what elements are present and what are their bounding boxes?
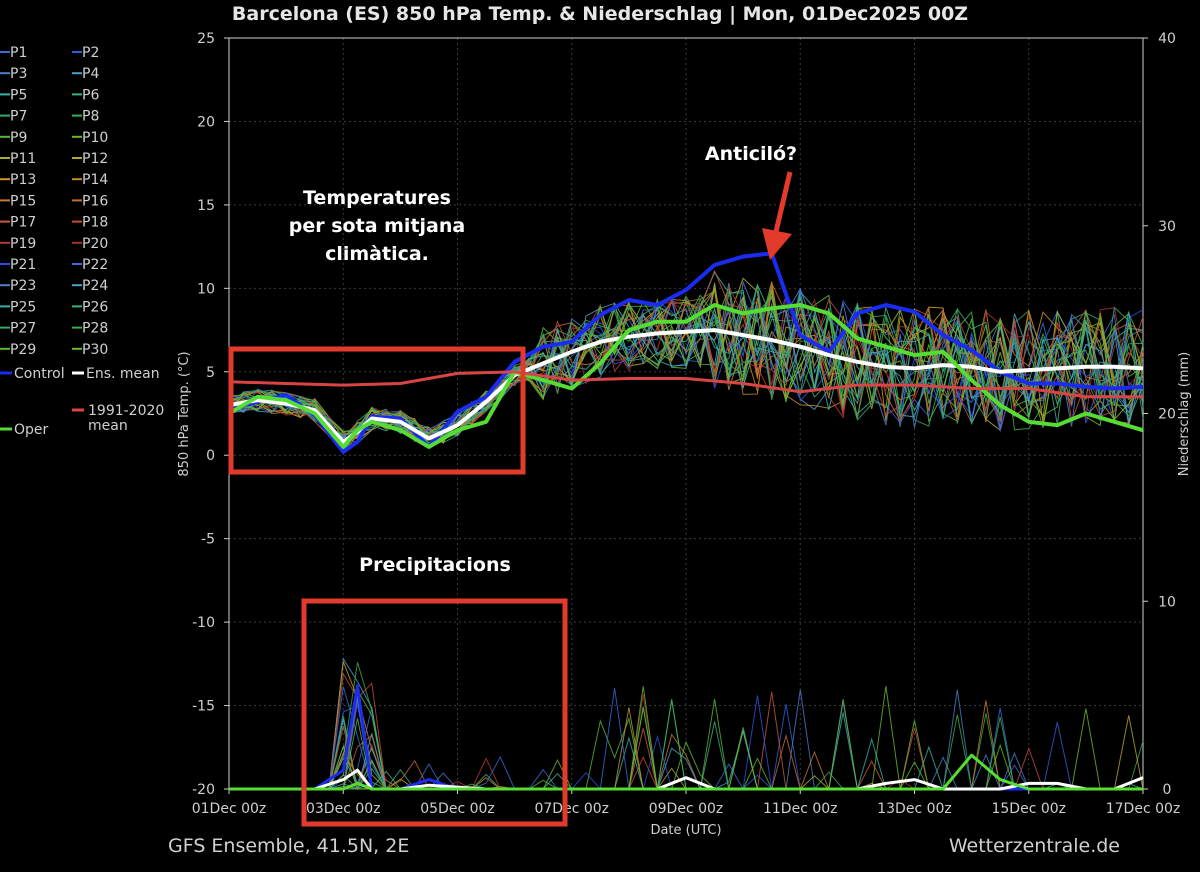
x-tick-label: 07Dec 00z [534,801,609,817]
series-line-control [228,251,1144,454]
legend-label: P2 [82,45,99,61]
legend-label: P10 [82,130,108,146]
legend: P1 P2 P3 P4 P5 P6 P7 P8 P9 P10 P11 P12 P13 P14 P15 P16 P… [0,45,164,438]
legend-label: P23 [10,278,36,294]
legend-label: P1 [10,45,27,61]
x-tick-label: 13Dec 00z [877,801,952,817]
y-tick-label-right: 40 [1158,31,1176,47]
x-axis: 01Dec 00z 03Dec 00z 05Dec 00z 07Dec 00z 09De… [192,789,1181,817]
y-tick-label-right: 30 [1158,219,1176,235]
legend-label: P21 [10,257,36,273]
highlight-series [227,251,1144,791]
anticyclone-note: Anticiló? [705,143,797,165]
legend-label: 1991-2020 mean [88,403,164,434]
x-tick-label: 17Dec 00z [1106,801,1181,817]
y-tick-label-left: 0 [206,448,215,464]
x-tick-label: 05Dec 00z [420,801,495,817]
y-axis-left-label: 850 hPa Temp. (°C) [177,351,192,476]
legend-label: P13 [10,172,36,188]
precip-highlight-box [301,598,568,827]
legend-label: P12 [82,151,108,167]
legend-label: P8 [82,109,99,125]
legend-label: P30 [82,342,108,358]
legend-label: Oper [14,422,49,438]
series-line-oper [227,303,1144,449]
legend-label: Ens. mean [86,366,160,382]
chart-title: Barcelona (ES) 850 hPa Temp. & Niedersch… [232,3,968,25]
legend-label: P22 [82,257,108,273]
footer-source: GFS Ensemble, 41.5N, 2E [168,835,409,857]
y-axis-right: 40 30 20 10 0 [1143,31,1176,798]
member-line [228,284,1144,438]
legend-label: P25 [10,299,36,315]
x-tick-label: 15Dec 00z [991,801,1066,817]
y-tick-label-left: 5 [206,365,215,381]
legend-label: P28 [82,321,108,337]
legend-label: P14 [82,172,108,188]
legend-label: P27 [10,321,36,337]
x-axis-label: Date (UTC) [650,823,721,838]
legend-label: P17 [10,215,36,231]
legend-label: P3 [10,66,27,82]
y-tick-label-left: 20 [197,114,215,130]
grid [228,37,1144,790]
y-tick-label-left: -5 [201,532,215,548]
legend-label: P7 [10,109,27,125]
y-axis-left: 25 20 15 10 5 0 -5 -10 -15 -20 [192,31,229,798]
temp-highlight-box [228,346,526,475]
y-tick-label-right: 10 [1158,594,1176,610]
x-tick-label: 09Dec 00z [649,801,724,817]
legend-label: P24 [82,278,108,294]
temp-note-line-1: Temperatures [303,187,451,209]
y-tick-label-left: 10 [197,281,215,297]
legend-label: P11 [10,151,36,167]
legend-label: P16 [82,193,108,209]
y-tick-label-left: -20 [192,782,215,798]
y-axis-right-label: Niederschlag (mm) [1177,352,1192,477]
precip-line-ens-mean [229,768,1144,791]
arrow-icon [762,171,793,260]
legend-label: P9 [10,130,27,146]
precip-note: Precipitacions [359,554,511,576]
legend-label: P29 [10,342,36,358]
footer-brand: Wetterzentrale.de [949,835,1120,857]
y-tick-label-right: 0 [1163,782,1172,798]
legend-label: P4 [82,66,99,82]
x-tick-label: 03Dec 00z [306,801,381,817]
y-tick-label-left: 25 [197,31,215,47]
member-line [228,302,1144,455]
y-tick-label-right: 20 [1158,407,1176,423]
y-tick-label-left: 15 [197,198,215,214]
y-tick-label-left: -10 [192,615,215,631]
legend-label: P19 [10,236,36,252]
temp-note-line-3: climàtica. [325,243,429,265]
precip-line-oper [229,753,1143,791]
x-tick-label: 01Dec 00z [192,801,267,817]
legend-label: P26 [82,299,108,315]
legend-label: P6 [82,87,99,103]
legend-label: P18 [82,215,108,231]
x-tick-label: 11Dec 00z [763,801,838,817]
legend-label: P5 [10,87,27,103]
legend-label: P20 [82,236,108,252]
member-line [228,294,1144,454]
y-tick-label-left: -15 [192,699,215,715]
legend-label: P15 [10,193,36,209]
temp-note-line-2: per sota mitjana [289,215,465,237]
series-line-1991-2020-mean [228,370,1143,399]
legend-label: Control [14,366,65,382]
